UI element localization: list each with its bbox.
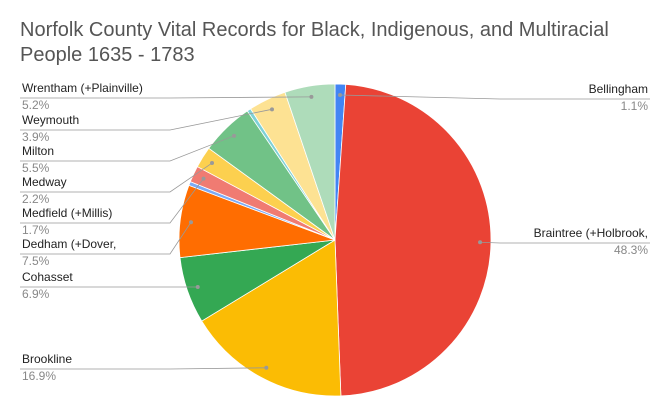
leader-dot (201, 176, 206, 181)
leader-dot (269, 107, 274, 112)
leader-dot (478, 240, 483, 245)
pie-slice (201, 239, 342, 397)
leader-line (20, 162, 213, 193)
value-label: 1.7% (22, 223, 50, 237)
value-label: 7.5% (22, 254, 50, 268)
leader-dot (338, 93, 343, 98)
slice-label: Dedham (+Dover, (22, 237, 116, 251)
slice-label: Medway (22, 175, 67, 189)
leader-dot (195, 284, 200, 289)
value-label: 1.1% (621, 99, 649, 113)
leader-line (480, 241, 650, 244)
leader-line (20, 96, 312, 99)
leader-line (20, 367, 267, 370)
pie-slice (334, 83, 492, 397)
value-label: 16.9% (22, 369, 56, 383)
leader-line (20, 178, 204, 224)
slice-label: Bellingham (589, 82, 648, 96)
slice-label: Cohasset (22, 270, 73, 284)
pie-slice (284, 83, 336, 241)
leader-dot (232, 133, 237, 138)
slice-label: Weymouth (22, 113, 79, 127)
leader-dot (210, 161, 215, 166)
slice-label: Brookline (22, 352, 72, 366)
slice-label: Medfield (+Millis) (22, 206, 112, 220)
slice-label: Braintree (+Holbrook, (534, 226, 648, 240)
leader-dot (309, 94, 314, 99)
leader-dot (189, 220, 194, 225)
value-label: 48.3% (614, 243, 648, 257)
leader-line (20, 135, 235, 162)
chart-title: Norfolk County Vital Records for Black, … (20, 19, 609, 66)
value-label: 3.9% (22, 130, 50, 144)
slice-label: Milton (22, 144, 54, 158)
leader-line (340, 94, 650, 100)
value-label: 2.2% (22, 192, 50, 206)
slice-label: Wrentham (+Plainville) (22, 81, 143, 95)
value-label: 5.2% (22, 98, 50, 112)
leader-line (20, 222, 192, 255)
value-label: 5.5% (22, 161, 50, 175)
leader-dot (264, 365, 269, 370)
leader-line (20, 108, 273, 131)
value-label: 6.9% (22, 287, 50, 301)
